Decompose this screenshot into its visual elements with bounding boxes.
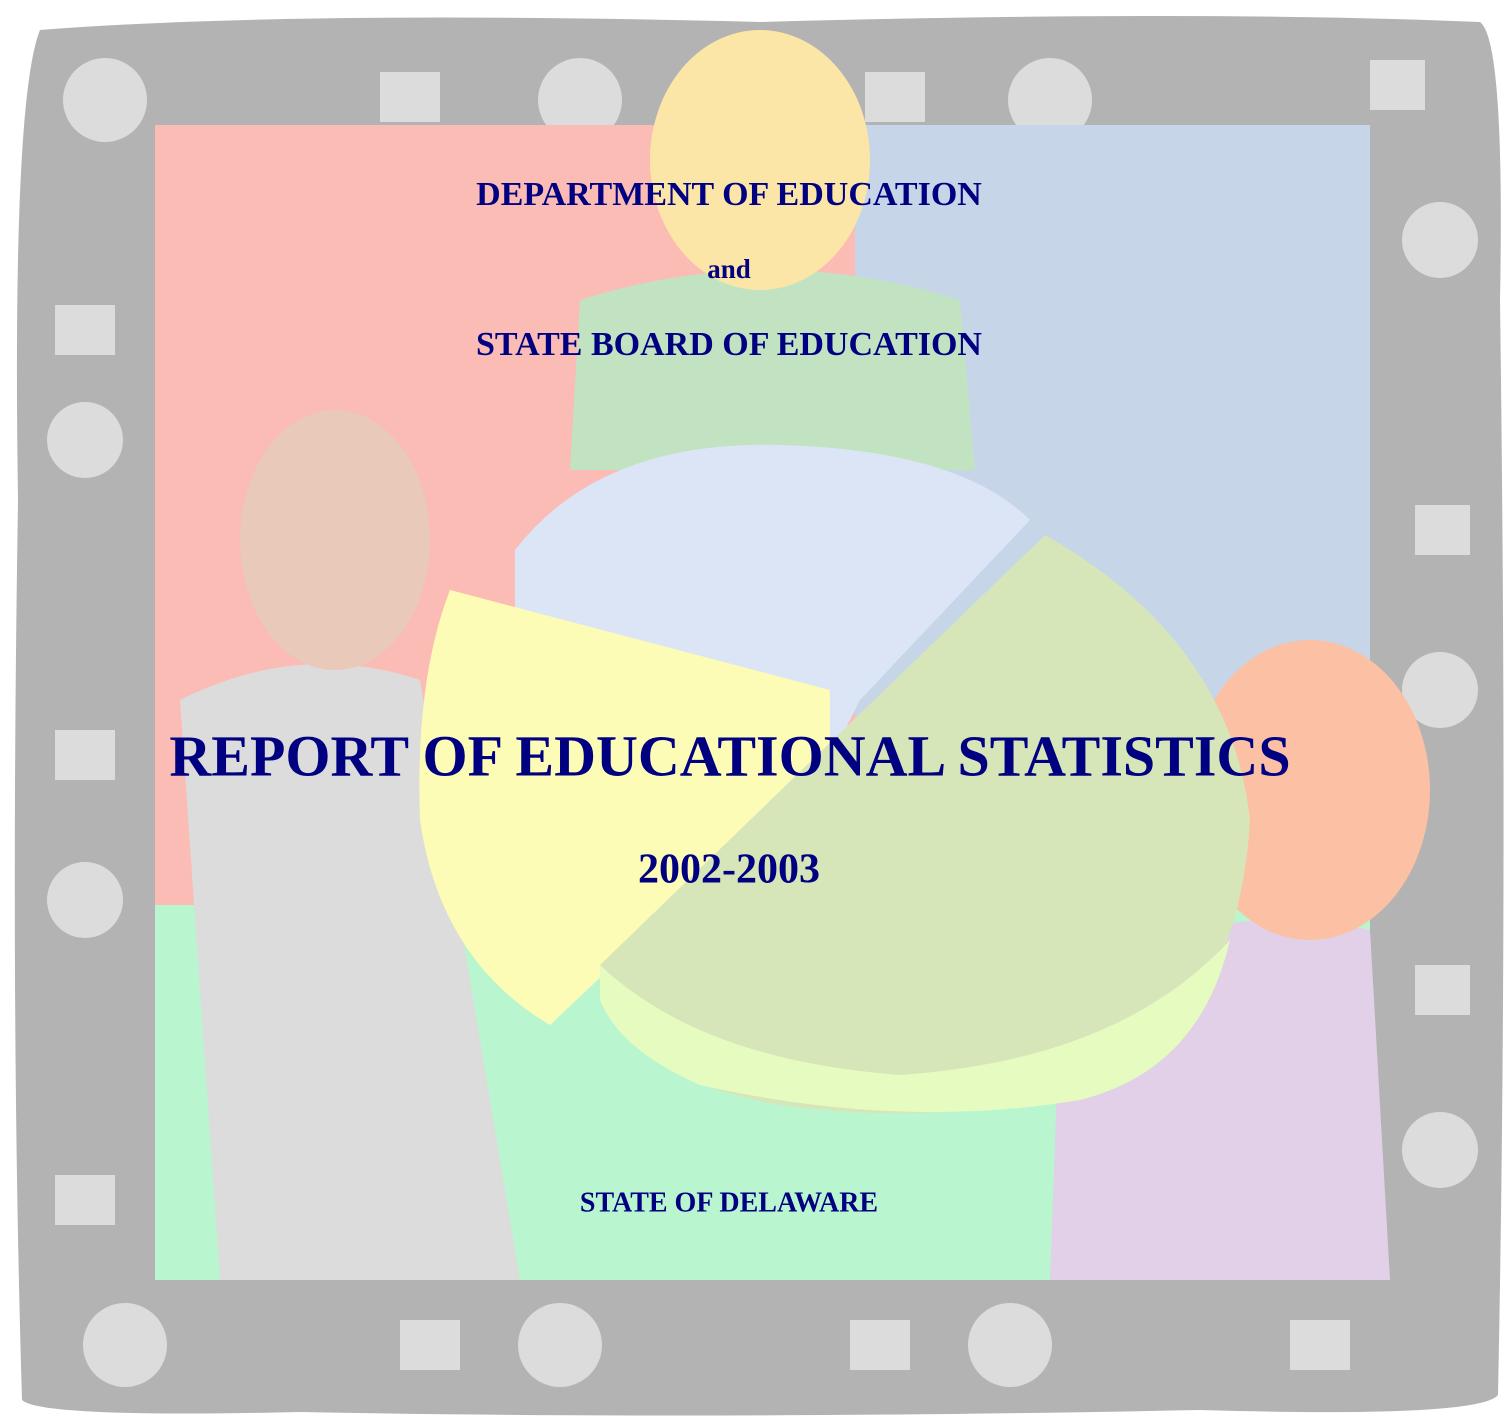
puzzle-icon: [1415, 505, 1470, 555]
page: Cover {"cover": { "line1": "DEPARTMENT O…: [0, 0, 1512, 1421]
head-top: [650, 30, 870, 290]
state: STATE OF DELAWARE: [580, 1187, 878, 1218]
puzzle-icon: [55, 730, 115, 780]
puzzle-icon: [865, 72, 925, 122]
cover: DEPARTMENT OF EDUCATION and STATE BOARD …: [0, 0, 1512, 1421]
pie-icon: [83, 1303, 167, 1387]
pie-icon: [47, 402, 123, 478]
pie-icon: [47, 862, 123, 938]
puzzle-icon: [55, 305, 115, 355]
board: STATE BOARD OF EDUCATION: [476, 326, 982, 363]
report-title: REPORT OF EDUCATIONAL STATISTICS: [169, 723, 1290, 788]
report-years: 2002-2003: [638, 847, 820, 893]
puzzle-icon: [400, 1320, 460, 1370]
head-left: [240, 410, 430, 670]
pie-icon: [968, 1303, 1052, 1387]
person-top: [570, 270, 975, 470]
puzzle-icon: [1290, 1320, 1350, 1370]
body: DEPARTMENT OF EDUCATION and STATE BOARD …: [0, 0, 1512, 1421]
pie-icon: [1402, 1112, 1478, 1188]
department: DEPARTMENT OF EDUCATION: [476, 176, 982, 213]
puzzle-icon: [850, 1320, 910, 1370]
pie-icon: [518, 1303, 602, 1387]
conjunction: and: [707, 254, 751, 284]
puzzle-icon: [380, 72, 440, 122]
puzzle-icon: [55, 1175, 115, 1225]
puzzle-icon: [1415, 965, 1470, 1015]
puzzle-icon: [1370, 60, 1425, 110]
pie-icon: [63, 58, 147, 142]
pie-icon: [1402, 202, 1478, 278]
